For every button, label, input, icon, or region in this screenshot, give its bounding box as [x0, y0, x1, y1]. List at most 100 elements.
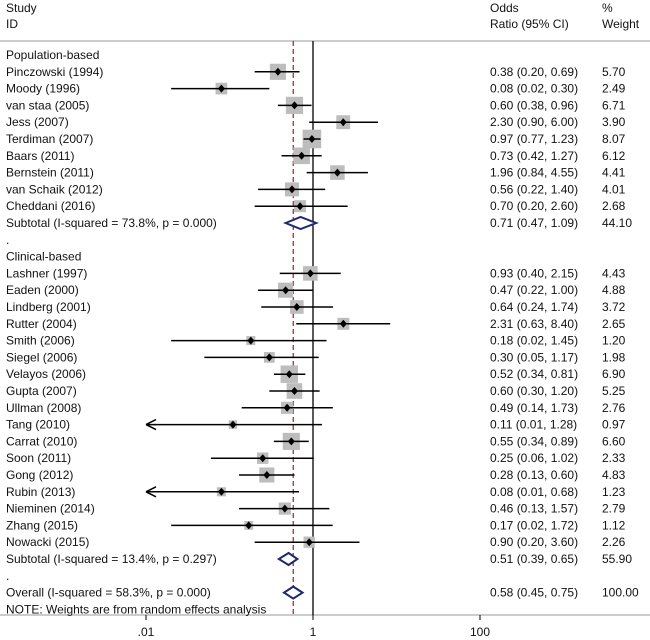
row-ci-van-schaik-2012: 0.56 (0.22, 1.40) [490, 182, 578, 196]
row-ci-bernstein-2011: 1.96 (0.84, 4.55) [490, 166, 578, 180]
row-ci-gong-2012: 0.28 (0.13, 0.60) [490, 468, 578, 482]
row-weight-zhang-2015: 1.12 [602, 518, 626, 532]
row-ci-nieminen-2014: 0.46 (0.13, 1.57) [490, 502, 578, 516]
row-label-carrat-2010: Carrat (2010) [6, 434, 77, 448]
row-ci-ullman-2008: 0.49 (0.14, 1.73) [490, 401, 578, 415]
ci-arrow-tang-2010 [145, 418, 157, 431]
row-label-lashner-1997: Lashner (1997) [6, 266, 87, 280]
marks-layer [145, 41, 391, 615]
row-ci-terdiman-2007: 0.97 (0.77, 1.23) [490, 132, 578, 146]
row-label-blank: . [6, 569, 9, 583]
row-ci-gupta-2007: 0.60 (0.30, 1.20) [490, 384, 578, 398]
point-estimate-eaden-2000 [282, 286, 290, 295]
row-ci-subtotal-i-squared-13-4-p-0-297: 0.51 (0.39, 0.65) [490, 552, 578, 566]
row-label-overall-i-squared-58-3-p-0-000: Overall (I-squared = 58.3%, p = 0.000) [6, 586, 211, 600]
diamond-subtotal-i-squared-73-8-p-0-000 [282, 215, 319, 231]
row-weight-tang-2010: 0.97 [602, 418, 626, 432]
row-ci-smith-2006: 0.18 (0.02, 1.45) [490, 334, 578, 348]
point-estimate-bernstein-2011 [333, 168, 341, 177]
row-label-baars-2011: Baars (2011) [6, 149, 74, 163]
row-weight-van-staa-2005: 6.71 [602, 98, 626, 112]
row-label-note-weights-are-from-random-effects-analysis: NOTE: Weights are from random effects an… [6, 602, 266, 616]
row-ci-nowacki-2015: 0.90 (0.20, 3.60) [490, 535, 578, 549]
row-label-terdiman-2007: Terdiman (2007) [6, 132, 93, 146]
row-weight-pinczowski-1994: 5.70 [602, 65, 626, 79]
point-estimate-gong-2012 [263, 471, 271, 479]
row-label-rutter-2004: Rutter (2004) [6, 317, 77, 331]
row-weight-nowacki-2015: 2.26 [602, 535, 626, 549]
point-estimate-soon-2011 [259, 454, 267, 463]
row-weight-moody-1996: 2.49 [602, 82, 626, 96]
row-ci-van-staa-2005: 0.60 (0.38, 0.96) [490, 98, 578, 112]
row-ci-zhang-2015: 0.17 (0.02, 1.72) [490, 518, 578, 532]
point-estimate-terdiman-2007 [308, 135, 316, 143]
row-label-jess-2007: Jess (2007) [6, 115, 69, 129]
x-axis: .01 1 100 [138, 615, 490, 639]
point-estimate-moody-1996 [217, 84, 225, 93]
point-estimate-pinczowski-1994 [274, 67, 282, 76]
point-estimate-lashner-1997 [306, 269, 314, 278]
row-label-zhang-2015: Zhang (2015) [6, 518, 78, 532]
row-weight-gupta-2007: 5.25 [602, 384, 626, 398]
row-weight-gong-2012: 4.83 [602, 468, 626, 482]
diamond-overall-i-squared-58-3-p-0-000 [282, 585, 305, 600]
point-estimate-siegel-2006 [265, 353, 273, 362]
point-estimate-zhang-2015 [245, 521, 253, 530]
row-label-velayos-2006: Velayos (2006) [6, 367, 86, 381]
x-tick-label-0: .01 [138, 625, 155, 639]
point-estimate-smith-2006 [247, 336, 255, 345]
row-ci-jess-2007: 2.30 (0.90, 6.00) [490, 115, 578, 129]
point-estimate-tang-2010 [229, 420, 237, 429]
row-label-population-based: Population-based [6, 48, 99, 62]
row-weight-terdiman-2007: 8.07 [602, 132, 626, 146]
row-weight-carrat-2010: 6.60 [602, 434, 626, 448]
row-weight-subtotal-i-squared-13-4-p-0-297: 55.90 [602, 552, 632, 566]
row-label-van-schaik-2012: van Schaik (2012) [6, 182, 103, 196]
row-weight-lashner-1997: 4.43 [602, 266, 626, 280]
row-label-siegel-2006: Siegel (2006) [6, 350, 77, 364]
row-ci-siegel-2006: 0.30 (0.05, 1.17) [490, 350, 578, 364]
rows-layer: Population-based Pinczowski (1994) 0.38 (0… [6, 48, 639, 616]
row-label-soon-2011: Soon (2011) [6, 451, 71, 465]
row-label-moody-1996: Moody (1996) [6, 82, 80, 96]
point-estimate-cheddani-2016 [296, 202, 304, 211]
row-weight-smith-2006: 1.20 [602, 334, 626, 348]
point-estimate-lindberg-2001 [293, 303, 301, 311]
row-weight-ullman-2008: 2.76 [602, 401, 626, 415]
row-label-subtotal-i-squared-13-4-p-0-297: Subtotal (I-squared = 13.4%, p = 0.297) [6, 552, 217, 566]
row-weight-cheddani-2016: 2.68 [602, 199, 626, 213]
point-estimate-baars-2011 [298, 151, 306, 160]
row-weight-subtotal-i-squared-73-8-p-0-000: 44.10 [602, 216, 632, 230]
row-label-cheddani-2016: Cheddani (2016) [6, 199, 95, 213]
row-label-clinical-based: Clinical-based [6, 250, 81, 264]
point-estimate-gupta-2007 [290, 387, 298, 395]
row-ci-tang-2010: 0.11 (0.01, 1.28) [490, 418, 577, 432]
row-ci-soon-2011: 0.25 (0.06, 1.02) [490, 451, 578, 465]
point-estimate-velayos-2006 [285, 370, 293, 379]
row-weight-soon-2011: 2.33 [602, 451, 626, 465]
row-ci-carrat-2010: 0.55 (0.34, 0.89) [490, 434, 578, 448]
row-label-rubin-2013: Rubin (2013) [6, 485, 75, 499]
row-weight-baars-2011: 6.12 [602, 149, 626, 163]
row-ci-subtotal-i-squared-73-8-p-0-000: 0.71 (0.47, 1.09) [490, 216, 578, 230]
x-tick-label-1: 1 [310, 625, 317, 639]
header-study: Study [6, 1, 37, 15]
row-label-eaden-2000: Eaden (2000) [6, 283, 79, 297]
row-weight-rutter-2004: 2.65 [602, 317, 626, 331]
row-label-blank: . [6, 233, 9, 247]
point-estimate-rutter-2004 [339, 319, 347, 328]
row-weight-velayos-2006: 6.90 [602, 367, 626, 381]
row-label-nowacki-2015: Nowacki (2015) [6, 535, 89, 549]
row-ci-overall-i-squared-58-3-p-0-000: 0.58 (0.45, 0.75) [490, 586, 578, 600]
row-ci-moody-1996: 0.08 (0.02, 0.30) [490, 82, 578, 96]
row-label-pinczowski-1994: Pinczowski (1994) [6, 65, 103, 79]
row-weight-rubin-2013: 1.23 [602, 485, 626, 499]
row-weight-siegel-2006: 1.98 [602, 350, 626, 364]
row-label-nieminen-2014: Nieminen (2014) [6, 502, 95, 516]
row-label-smith-2006: Smith (2006) [6, 334, 75, 348]
row-ci-rubin-2013: 0.08 (0.01, 0.68) [490, 485, 578, 499]
point-estimate-nowacki-2015 [305, 538, 313, 547]
row-label-ullman-2008: Ullman (2008) [6, 401, 81, 415]
header-weight: Weight [602, 17, 640, 31]
